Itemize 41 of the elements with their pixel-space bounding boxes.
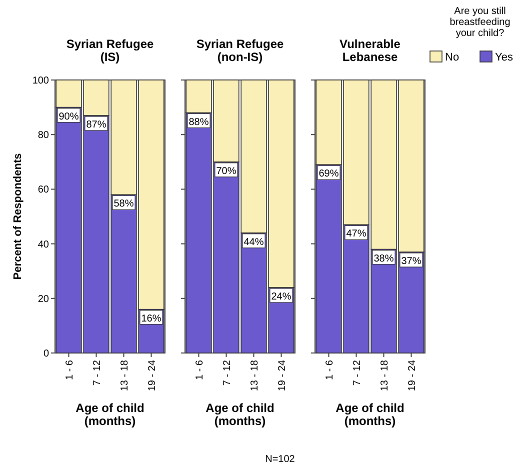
x-axis-title: Age of child (months) [76, 401, 144, 428]
data-label: 47% [346, 228, 366, 240]
x-tick-label: 7 - 12 [352, 360, 363, 386]
y-tick-label: 100 [32, 76, 50, 86]
data-label: 37% [401, 256, 422, 267]
y-tick-label: 0 [43, 348, 50, 360]
x-tick-label: 13 - 18 [249, 360, 260, 392]
chart-title: Syrian Refugee (non-IS) [196, 37, 284, 64]
chart-title: Vulnerable Lebanese [340, 37, 401, 64]
x-tick-label: 7 - 12 [222, 360, 233, 386]
data-label: 24% [271, 291, 292, 302]
x-axis-title: Age of child (months) [336, 401, 404, 428]
legend-title: Are you still breastfeeding your child? [450, 6, 510, 39]
legend-label: Yes [495, 52, 514, 64]
x-tick-label: 13 - 18 [119, 360, 130, 392]
data-label: 88% [188, 116, 209, 128]
data-label: 16% [141, 313, 162, 324]
x-tick-label: 1 - 6 [194, 360, 206, 380]
y-axis-title: Percent of Respondents [12, 153, 24, 280]
data-label: 70% [216, 166, 236, 177]
text: N=102 [265, 454, 296, 465]
x-axis-title: Age of child (months) [206, 401, 274, 428]
x-tick-label: 19 - 24 [406, 360, 418, 392]
x-tick-label: 19 - 24 [276, 360, 288, 392]
y-tick-label: 40 [38, 239, 50, 250]
chart-title: Syrian Refugee (IS) [66, 37, 154, 64]
x-tick-label: 1 - 6 [324, 360, 336, 380]
data-label: 90% [58, 111, 79, 122]
x-tick-label: 1 - 6 [64, 360, 76, 380]
y-tick-label: 80 [38, 130, 50, 142]
y-tick-label: 60 [38, 184, 50, 196]
data-label: 87% [86, 119, 106, 130]
y-tick-label: 20 [38, 294, 50, 305]
x-tick-label: 19 - 24 [146, 360, 158, 392]
data-label: 44% [244, 236, 264, 248]
legend-label: No [445, 52, 460, 64]
data-label: 38% [374, 253, 394, 264]
x-tick-label: 13 - 18 [379, 360, 390, 392]
x-tick-label: 7 - 12 [92, 360, 103, 386]
data-label: 58% [114, 198, 134, 210]
data-label: 69% [318, 168, 339, 180]
